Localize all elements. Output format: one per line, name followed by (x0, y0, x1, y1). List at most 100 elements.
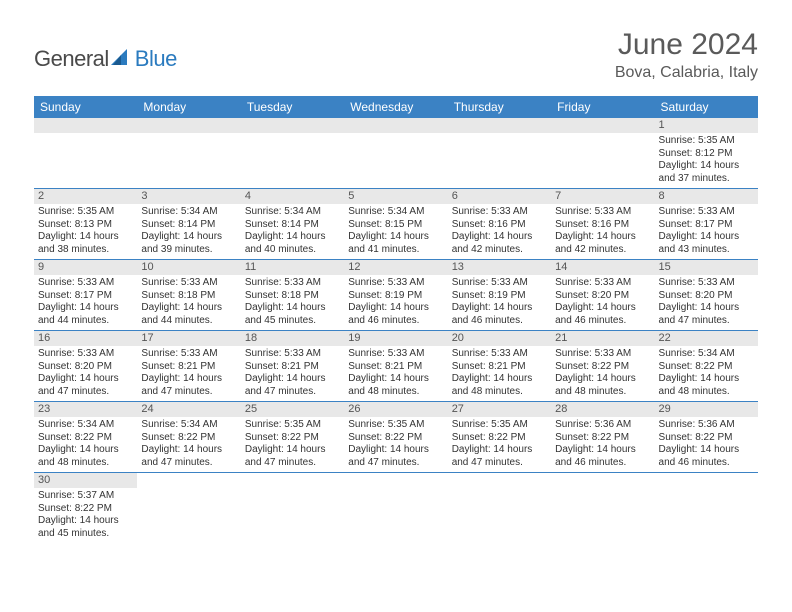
sunset-text: Sunset: 8:22 PM (141, 432, 236, 445)
calendar-day-cell: 3Sunrise: 5:34 AMSunset: 8:14 PMDaylight… (137, 189, 240, 259)
sunrise-text: Sunrise: 5:35 AM (452, 419, 547, 432)
calendar-day-cell: 12Sunrise: 5:33 AMSunset: 8:19 PMDayligh… (344, 260, 447, 330)
calendar-day-cell (655, 473, 758, 543)
day-details: Sunrise: 5:35 AMSunset: 8:22 PMDaylight:… (448, 417, 551, 472)
day-number: 1 (655, 118, 758, 133)
calendar-weekday-header: SundayMondayTuesdayWednesdayThursdayFrid… (34, 96, 758, 118)
daylight-text: Daylight: 14 hours and 38 minutes. (38, 231, 133, 256)
day-number: 13 (448, 260, 551, 275)
daylight-text: Daylight: 14 hours and 48 minutes. (659, 373, 754, 398)
calendar-week: 9Sunrise: 5:33 AMSunset: 8:17 PMDaylight… (34, 260, 758, 331)
calendar-week: 16Sunrise: 5:33 AMSunset: 8:20 PMDayligh… (34, 331, 758, 402)
sunset-text: Sunset: 8:19 PM (452, 290, 547, 303)
day-number: 7 (551, 189, 654, 204)
calendar-body: 1Sunrise: 5:35 AMSunset: 8:12 PMDaylight… (34, 118, 758, 543)
day-details: Sunrise: 5:33 AMSunset: 8:20 PMDaylight:… (655, 275, 758, 330)
daylight-text: Daylight: 14 hours and 46 minutes. (555, 444, 650, 469)
sunrise-text: Sunrise: 5:35 AM (348, 419, 443, 432)
day-number: 25 (241, 402, 344, 417)
day-number: 24 (137, 402, 240, 417)
brand-logo: General Blue (34, 46, 177, 72)
sunset-text: Sunset: 8:21 PM (348, 361, 443, 374)
daylight-text: Daylight: 14 hours and 47 minutes. (348, 444, 443, 469)
calendar-day-cell: 8Sunrise: 5:33 AMSunset: 8:17 PMDaylight… (655, 189, 758, 259)
day-details: Sunrise: 5:33 AMSunset: 8:18 PMDaylight:… (137, 275, 240, 330)
page-header: General Blue June 2024 Bova, Calabria, I… (0, 0, 792, 90)
sunset-text: Sunset: 8:14 PM (141, 219, 236, 232)
weekday-header-thursday: Thursday (448, 96, 551, 118)
day-number: 22 (655, 331, 758, 346)
calendar-week: 1Sunrise: 5:35 AMSunset: 8:12 PMDaylight… (34, 118, 758, 189)
sunrise-text: Sunrise: 5:33 AM (141, 348, 236, 361)
day-number: 11 (241, 260, 344, 275)
day-number: 2 (34, 189, 137, 204)
sunset-text: Sunset: 8:21 PM (452, 361, 547, 374)
daylight-text: Daylight: 14 hours and 45 minutes. (38, 515, 133, 540)
calendar-week: 2Sunrise: 5:35 AMSunset: 8:13 PMDaylight… (34, 189, 758, 260)
sunrise-text: Sunrise: 5:33 AM (452, 277, 547, 290)
day-details: Sunrise: 5:33 AMSunset: 8:20 PMDaylight:… (34, 346, 137, 401)
day-number: 6 (448, 189, 551, 204)
empty-day-bar (241, 118, 344, 133)
sunset-text: Sunset: 8:21 PM (245, 361, 340, 374)
daylight-text: Daylight: 14 hours and 47 minutes. (659, 302, 754, 327)
location-text: Bova, Calabria, Italy (615, 64, 758, 82)
calendar-day-cell (448, 118, 551, 188)
sunrise-text: Sunrise: 5:33 AM (659, 206, 754, 219)
sunrise-text: Sunrise: 5:33 AM (452, 348, 547, 361)
day-number: 18 (241, 331, 344, 346)
calendar-day-cell: 27Sunrise: 5:35 AMSunset: 8:22 PMDayligh… (448, 402, 551, 472)
calendar-day-cell: 6Sunrise: 5:33 AMSunset: 8:16 PMDaylight… (448, 189, 551, 259)
calendar-day-cell: 19Sunrise: 5:33 AMSunset: 8:21 PMDayligh… (344, 331, 447, 401)
day-details: Sunrise: 5:33 AMSunset: 8:21 PMDaylight:… (241, 346, 344, 401)
daylight-text: Daylight: 14 hours and 41 minutes. (348, 231, 443, 256)
day-number: 27 (448, 402, 551, 417)
calendar-day-cell: 9Sunrise: 5:33 AMSunset: 8:17 PMDaylight… (34, 260, 137, 330)
day-number: 12 (344, 260, 447, 275)
sunrise-text: Sunrise: 5:34 AM (348, 206, 443, 219)
sunrise-text: Sunrise: 5:36 AM (659, 419, 754, 432)
sunset-text: Sunset: 8:17 PM (38, 290, 133, 303)
day-details: Sunrise: 5:33 AMSunset: 8:19 PMDaylight:… (448, 275, 551, 330)
calendar-day-cell: 25Sunrise: 5:35 AMSunset: 8:22 PMDayligh… (241, 402, 344, 472)
daylight-text: Daylight: 14 hours and 37 minutes. (659, 160, 754, 185)
sunset-text: Sunset: 8:12 PM (659, 148, 754, 161)
sunrise-text: Sunrise: 5:34 AM (141, 206, 236, 219)
calendar-day-cell (551, 473, 654, 543)
daylight-text: Daylight: 14 hours and 43 minutes. (659, 231, 754, 256)
day-details: Sunrise: 5:33 AMSunset: 8:21 PMDaylight:… (344, 346, 447, 401)
day-details: Sunrise: 5:33 AMSunset: 8:21 PMDaylight:… (448, 346, 551, 401)
sunset-text: Sunset: 8:20 PM (659, 290, 754, 303)
day-number: 8 (655, 189, 758, 204)
day-number: 5 (344, 189, 447, 204)
day-number: 15 (655, 260, 758, 275)
month-title: June 2024 (615, 28, 758, 62)
day-details: Sunrise: 5:35 AMSunset: 8:22 PMDaylight:… (241, 417, 344, 472)
calendar-day-cell (241, 118, 344, 188)
sunrise-text: Sunrise: 5:34 AM (659, 348, 754, 361)
sunset-text: Sunset: 8:22 PM (348, 432, 443, 445)
calendar-day-cell (137, 473, 240, 543)
daylight-text: Daylight: 14 hours and 47 minutes. (38, 373, 133, 398)
sunrise-text: Sunrise: 5:33 AM (348, 277, 443, 290)
calendar-day-cell: 22Sunrise: 5:34 AMSunset: 8:22 PMDayligh… (655, 331, 758, 401)
day-details: Sunrise: 5:35 AMSunset: 8:12 PMDaylight:… (655, 133, 758, 188)
day-details: Sunrise: 5:33 AMSunset: 8:17 PMDaylight:… (34, 275, 137, 330)
calendar-day-cell: 15Sunrise: 5:33 AMSunset: 8:20 PMDayligh… (655, 260, 758, 330)
calendar-day-cell: 11Sunrise: 5:33 AMSunset: 8:18 PMDayligh… (241, 260, 344, 330)
calendar-day-cell: 28Sunrise: 5:36 AMSunset: 8:22 PMDayligh… (551, 402, 654, 472)
calendar-day-cell: 30Sunrise: 5:37 AMSunset: 8:22 PMDayligh… (34, 473, 137, 543)
day-number: 4 (241, 189, 344, 204)
daylight-text: Daylight: 14 hours and 40 minutes. (245, 231, 340, 256)
day-details: Sunrise: 5:35 AMSunset: 8:22 PMDaylight:… (344, 417, 447, 472)
day-number: 29 (655, 402, 758, 417)
calendar-day-cell: 24Sunrise: 5:34 AMSunset: 8:22 PMDayligh… (137, 402, 240, 472)
day-number: 9 (34, 260, 137, 275)
sunrise-text: Sunrise: 5:33 AM (555, 277, 650, 290)
sunset-text: Sunset: 8:15 PM (348, 219, 443, 232)
day-details: Sunrise: 5:33 AMSunset: 8:19 PMDaylight:… (344, 275, 447, 330)
sunset-text: Sunset: 8:22 PM (659, 432, 754, 445)
calendar-day-cell: 29Sunrise: 5:36 AMSunset: 8:22 PMDayligh… (655, 402, 758, 472)
calendar-day-cell (344, 118, 447, 188)
brand-sail-icon (109, 47, 131, 72)
